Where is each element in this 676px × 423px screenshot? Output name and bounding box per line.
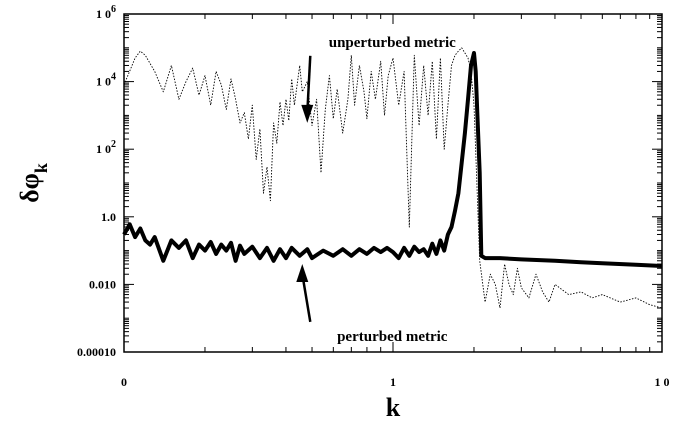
y-axis-label-subscript: k	[31, 163, 51, 173]
annotation-arrow-head	[296, 264, 309, 283]
x-tick-label: 1 0	[655, 375, 670, 389]
annotation-label: unperturbed metric	[329, 35, 456, 51]
annotation-arrow-head	[301, 104, 314, 123]
series-line-1	[123, 47, 663, 309]
y-tick-label: 1 04	[96, 72, 116, 89]
x-tick-label: 0	[121, 375, 127, 389]
series-line-2	[122, 51, 663, 268]
svg-text:δφk: δφk	[15, 163, 51, 203]
annotations: unperturbed metric perturbed metric	[296, 35, 456, 345]
y-tick-label: 0.010	[89, 277, 116, 291]
y-tick-label: 1 06	[96, 4, 116, 21]
plot-frame	[123, 13, 663, 353]
tick-labels: 0 1 1 0 1 06 1 04 1 02 1.0 0.010 0.00010	[77, 4, 670, 389]
y-tick-label: 1.0	[101, 210, 116, 224]
x-tick-label: 1	[390, 375, 396, 389]
y-axis-label: δφk	[15, 163, 51, 203]
annotation-label: perturbed metric	[337, 329, 448, 345]
x-axis-label: k	[386, 393, 401, 422]
y-tick-label: 0.00010	[77, 345, 116, 359]
y-axis-label-main: δφ	[15, 173, 44, 203]
tick-marks	[123, 14, 662, 353]
series-layer	[122, 47, 663, 309]
annotation-arrow-shaft	[306, 55, 312, 113]
y-tick-label: 1 02	[96, 139, 116, 156]
